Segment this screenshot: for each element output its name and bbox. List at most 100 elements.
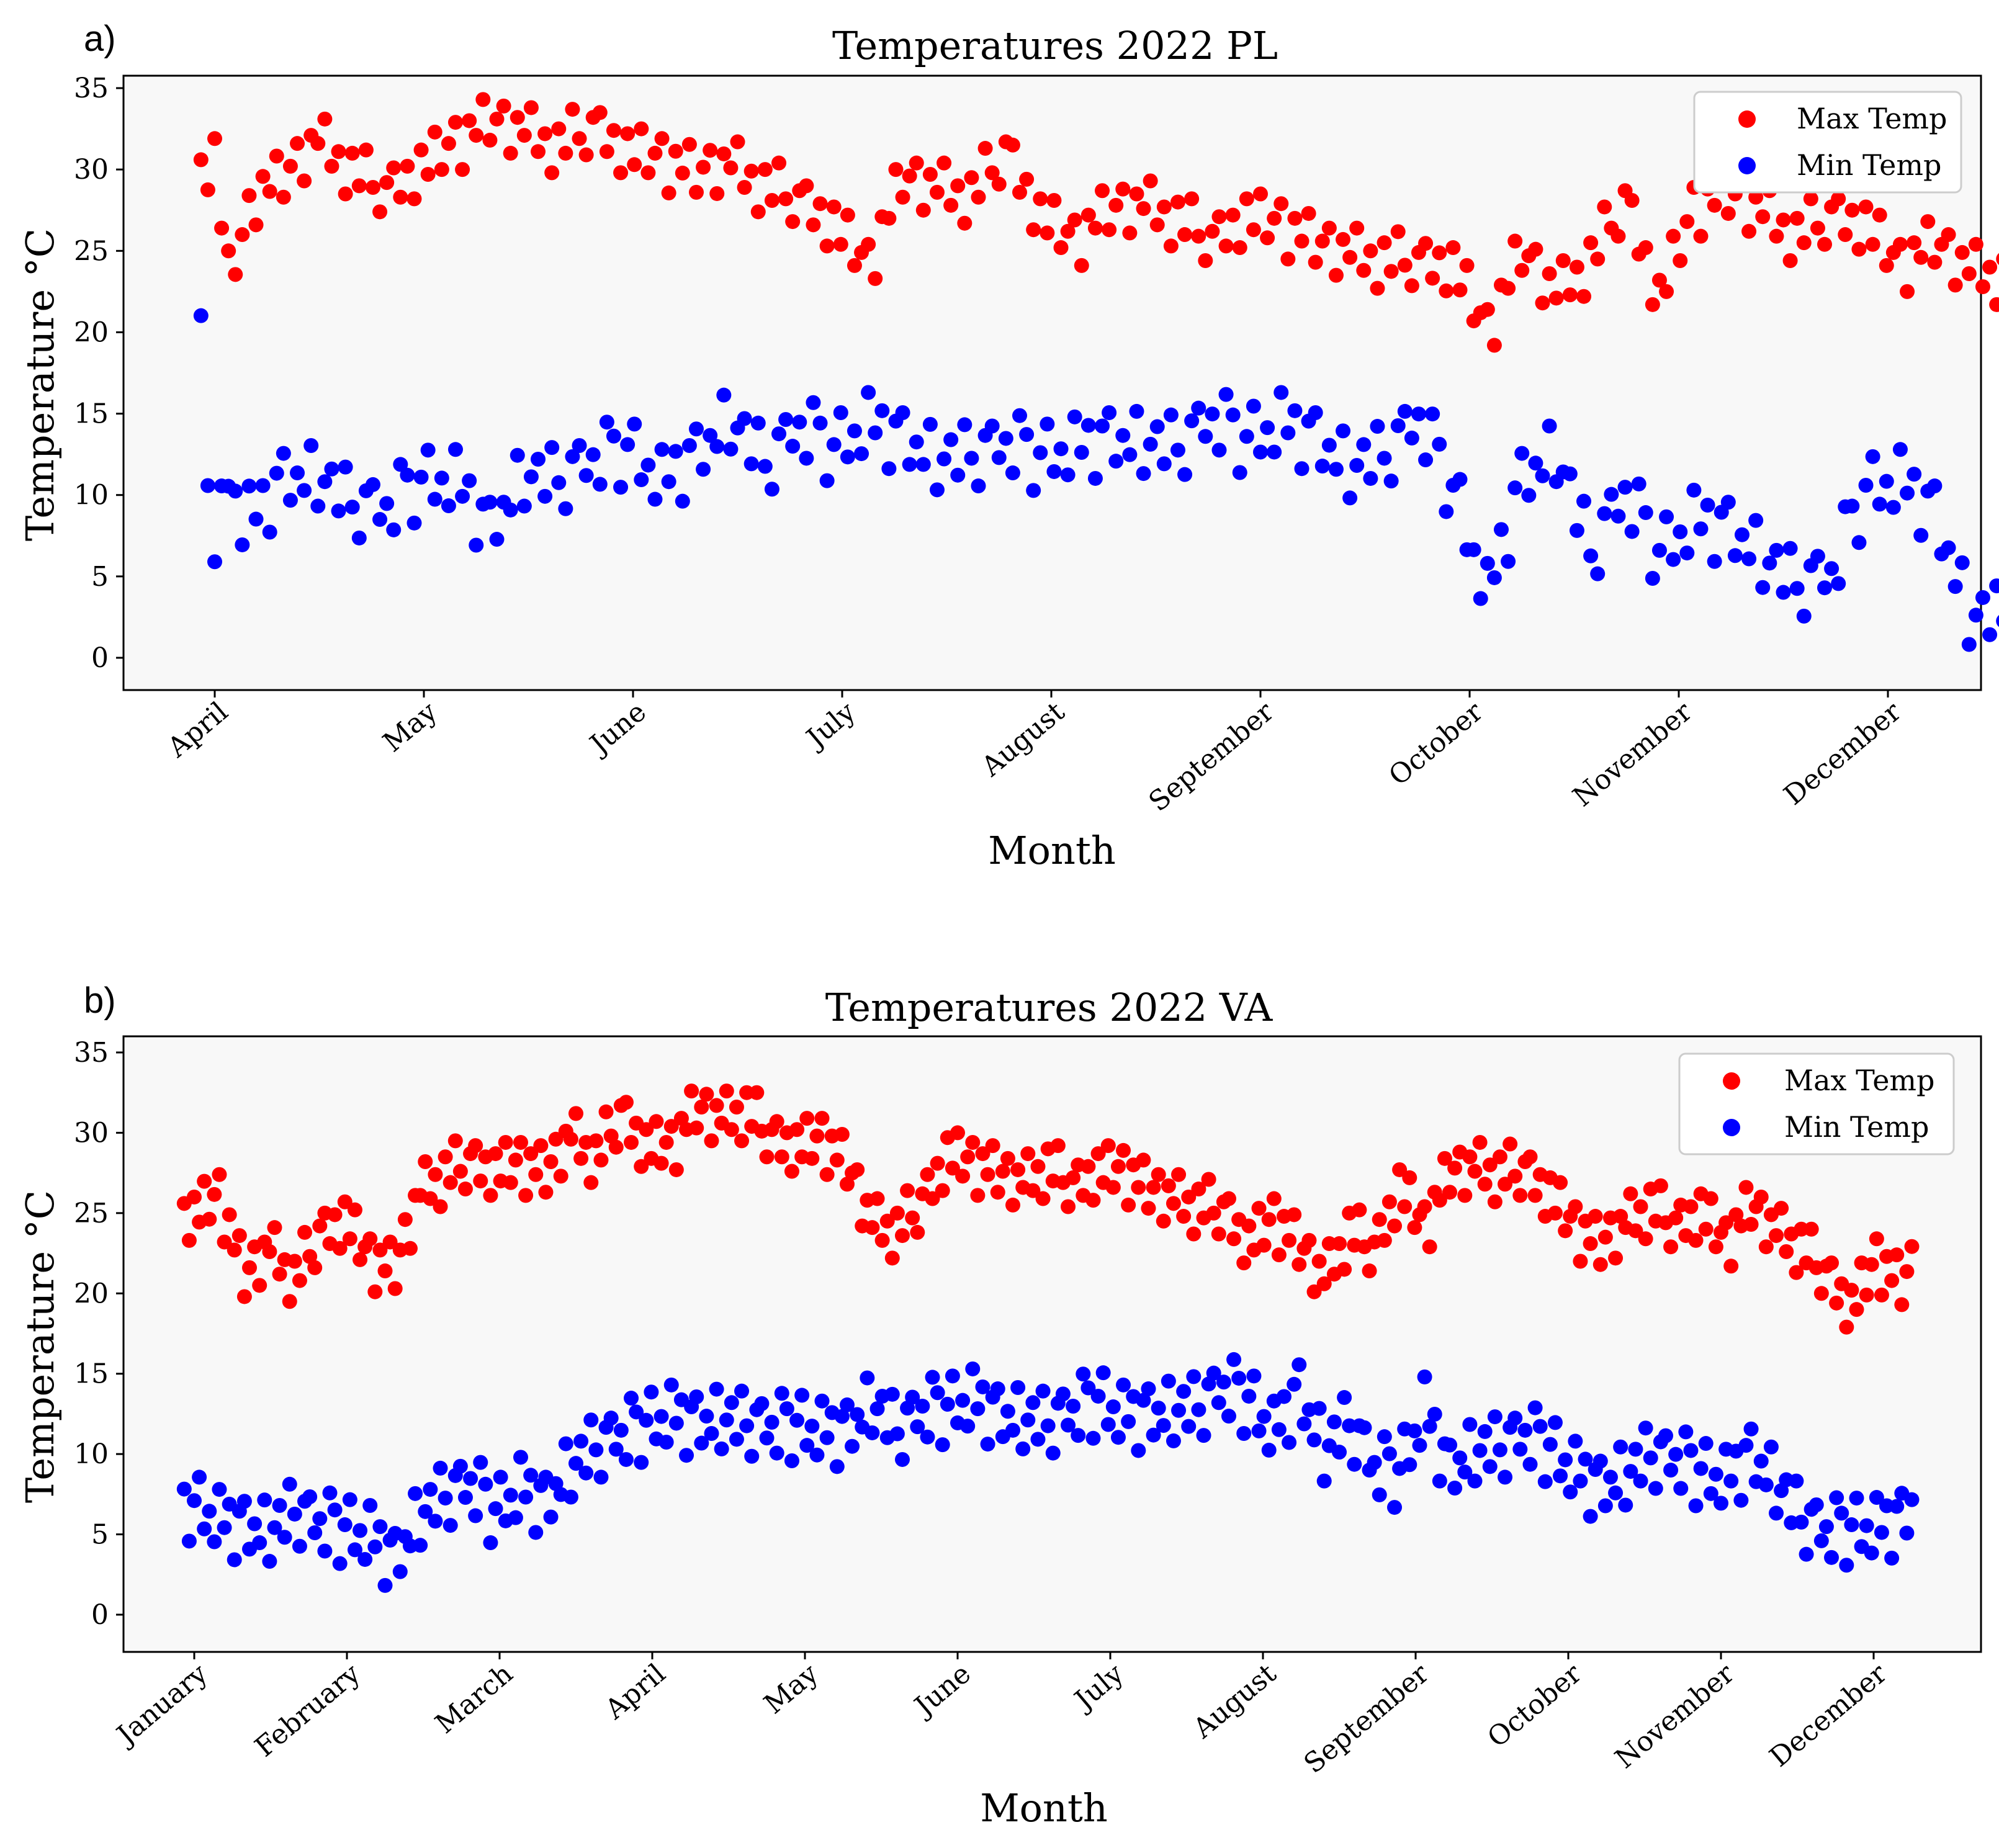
min-temp-point bbox=[1090, 1388, 1106, 1404]
legend-b: Max Temp Min Temp bbox=[1678, 1052, 1955, 1155]
min-temp-point bbox=[920, 1429, 935, 1445]
min-temp-point bbox=[1347, 1456, 1362, 1472]
max-temp-point bbox=[640, 165, 656, 181]
min-temp-point bbox=[1026, 483, 1041, 498]
min-temp-point bbox=[1884, 1550, 1900, 1566]
min-temp-point bbox=[1583, 1509, 1598, 1524]
min-temp-point bbox=[618, 1451, 634, 1467]
max-temp-point bbox=[1025, 1183, 1041, 1198]
min-temp-point bbox=[1542, 1437, 1558, 1452]
min-temp-point bbox=[829, 1459, 845, 1474]
max-temp-point bbox=[227, 1242, 242, 1258]
min-temp-point bbox=[929, 482, 945, 498]
min-temp-point bbox=[675, 493, 690, 509]
min-temp-point bbox=[1813, 1533, 1829, 1548]
min-temp-point bbox=[1095, 1365, 1111, 1381]
chart-panel-b: b) Temperatures 2022 VA 0 5 10 15 20 25 30 35 J… bbox=[17, 980, 1982, 1831]
max-temp-point bbox=[1225, 207, 1241, 223]
min-temp-point bbox=[1859, 1518, 1874, 1533]
min-temp-point bbox=[980, 1437, 995, 1452]
min-temp-point bbox=[563, 1489, 578, 1505]
min-temp-point bbox=[578, 468, 594, 483]
min-temp-point bbox=[1287, 403, 1303, 418]
max-temp-point bbox=[935, 1183, 950, 1198]
min-temp-point bbox=[1177, 467, 1193, 482]
max-temp-point bbox=[654, 1155, 669, 1171]
x-tick-label: April bbox=[599, 1657, 672, 1726]
min-temp-point bbox=[1776, 585, 1791, 600]
min-temp-point bbox=[262, 524, 277, 540]
max-temp-point bbox=[937, 155, 952, 171]
min-temp-point bbox=[1066, 1399, 1081, 1414]
min-temp-point bbox=[1253, 444, 1268, 460]
min-temp-point bbox=[1961, 637, 1977, 652]
max-temp-point bbox=[1201, 1172, 1216, 1187]
max-temp-point bbox=[1512, 1188, 1528, 1203]
min-temp-point bbox=[1651, 542, 1667, 558]
max-temp-point bbox=[814, 1111, 830, 1126]
max-temp-point bbox=[1349, 220, 1365, 236]
max-temp-point bbox=[427, 124, 442, 140]
max-temp-point bbox=[829, 1152, 845, 1168]
min-temp-point bbox=[347, 1542, 362, 1558]
max-temp-point bbox=[1693, 228, 1709, 244]
max-temp-point bbox=[1553, 1175, 1568, 1190]
max-temp-point bbox=[235, 227, 250, 243]
max-temp-point bbox=[1776, 212, 1791, 228]
min-temp-point bbox=[420, 442, 436, 458]
min-temp-point bbox=[1734, 527, 1750, 542]
min-temp-point bbox=[696, 462, 711, 477]
max-temp-point bbox=[187, 1189, 202, 1204]
max-temp-point bbox=[287, 1254, 302, 1269]
min-temp-point bbox=[290, 465, 305, 481]
max-temp-point bbox=[1067, 212, 1082, 228]
max-temp-point bbox=[1623, 1186, 1638, 1201]
x-tick-label: August bbox=[1187, 1657, 1282, 1745]
max-temp-point bbox=[1653, 1178, 1668, 1193]
min-temp-point bbox=[724, 1395, 739, 1411]
max-temp-point bbox=[965, 1134, 981, 1150]
max-temp-point bbox=[764, 192, 779, 208]
max-temp-point bbox=[789, 1122, 805, 1137]
min-temp-point bbox=[850, 1407, 865, 1422]
min-temp-point bbox=[784, 1453, 799, 1469]
max-temp-point bbox=[785, 214, 801, 230]
min-temp-point bbox=[1316, 1473, 1332, 1489]
min-temp-point bbox=[1810, 549, 1825, 564]
max-temp-point bbox=[1377, 1232, 1392, 1248]
max-temp-point bbox=[606, 123, 621, 138]
min-temp-point bbox=[819, 473, 835, 488]
min-temp-point bbox=[654, 442, 670, 457]
max-temp-point bbox=[1782, 253, 1798, 269]
min-temp-point bbox=[1708, 1466, 1723, 1482]
min-temp-point bbox=[1291, 1357, 1307, 1373]
max-temp-point bbox=[377, 1263, 393, 1279]
max-temp-point bbox=[1982, 259, 1998, 275]
max-temp-point bbox=[593, 1152, 609, 1168]
min-temp-point bbox=[1196, 1428, 1211, 1443]
max-temp-point bbox=[338, 186, 353, 202]
max-temp-point bbox=[573, 1151, 589, 1166]
min-temp-point bbox=[462, 473, 477, 488]
min-temp-point bbox=[1074, 444, 1089, 460]
max-temp-point bbox=[1306, 1284, 1322, 1299]
max-temp-point bbox=[1968, 236, 1983, 252]
min-temp-point bbox=[322, 1485, 338, 1500]
max-temp-point bbox=[1858, 199, 1874, 215]
max-temp-point bbox=[737, 179, 752, 195]
max-temp-point bbox=[955, 1168, 971, 1184]
max-temp-point bbox=[1659, 284, 1674, 299]
max-temp-point bbox=[533, 1138, 549, 1154]
min-temp-point bbox=[668, 444, 683, 459]
min-temp-point bbox=[1186, 1369, 1202, 1384]
min-temp-point bbox=[1087, 470, 1103, 486]
min-temp-point bbox=[1040, 416, 1055, 432]
max-temp-point bbox=[402, 1240, 418, 1256]
x-tick-label: February bbox=[249, 1657, 366, 1763]
min-temp-point bbox=[1941, 540, 1956, 555]
min-temp-point bbox=[778, 412, 794, 428]
min-temp-point bbox=[1218, 387, 1234, 402]
min-temp-point bbox=[1576, 493, 1592, 509]
max-temp-point bbox=[1851, 241, 1867, 257]
min-temp-point bbox=[1723, 1473, 1739, 1489]
